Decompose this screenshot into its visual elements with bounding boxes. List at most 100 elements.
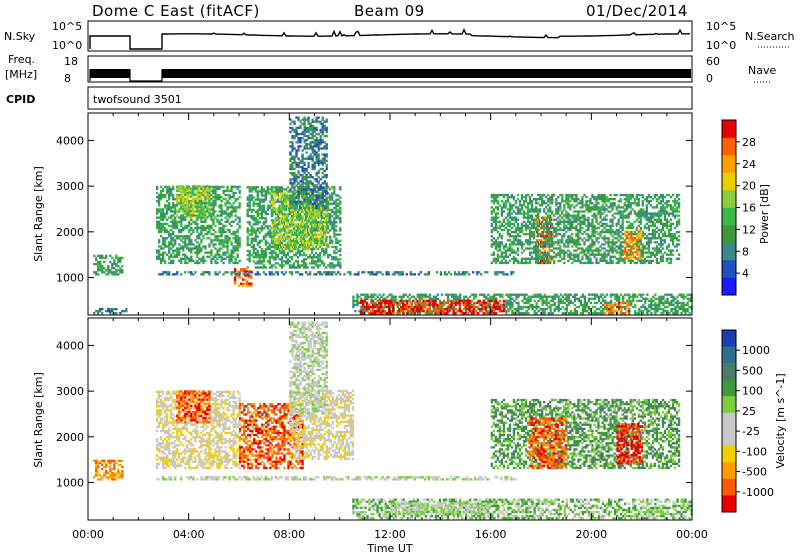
data-cell bbox=[315, 174, 318, 177]
data-cell bbox=[297, 202, 301, 206]
data-cell bbox=[172, 198, 175, 201]
data-cell bbox=[616, 297, 619, 300]
data-cell bbox=[321, 163, 324, 167]
data-cell bbox=[289, 122, 292, 125]
data-cell bbox=[512, 224, 516, 228]
data-cell bbox=[292, 266, 296, 269]
data-cell bbox=[276, 190, 280, 193]
data-cell bbox=[280, 264, 284, 267]
data-cell bbox=[311, 192, 314, 195]
data-cell bbox=[400, 305, 403, 309]
data-cell bbox=[277, 208, 281, 212]
data-cell bbox=[250, 282, 253, 285]
data-cell bbox=[559, 307, 562, 311]
data-cell bbox=[184, 245, 187, 248]
data-cell bbox=[295, 132, 298, 136]
data-cell bbox=[159, 212, 163, 215]
data-cell bbox=[157, 202, 161, 205]
data-cell bbox=[200, 216, 203, 219]
data-cell bbox=[575, 312, 579, 315]
data-cell bbox=[508, 210, 512, 213]
data-cell bbox=[204, 247, 207, 250]
data-cell bbox=[299, 215, 303, 218]
data-cell bbox=[99, 264, 102, 268]
data-cell bbox=[184, 237, 187, 240]
data-cell bbox=[678, 307, 681, 311]
data-cell bbox=[313, 149, 316, 152]
data-cell bbox=[520, 195, 524, 199]
data-cell bbox=[310, 256, 314, 259]
data-cell bbox=[279, 223, 283, 226]
data-cell bbox=[301, 174, 304, 177]
data-cell bbox=[170, 235, 173, 238]
data-cell bbox=[256, 241, 259, 245]
data-cell bbox=[359, 309, 363, 313]
data-cell bbox=[115, 273, 118, 276]
data-cell bbox=[258, 256, 261, 259]
data-cell bbox=[113, 271, 116, 274]
data-cell bbox=[276, 227, 280, 230]
data-cell bbox=[518, 241, 522, 244]
data-cell bbox=[567, 293, 570, 296]
data-cell bbox=[285, 217, 289, 220]
data-cell bbox=[508, 232, 512, 236]
data-cell bbox=[301, 190, 304, 193]
data-cell bbox=[212, 204, 215, 207]
data-cell bbox=[174, 226, 177, 230]
data-cell bbox=[107, 273, 110, 276]
data-cell bbox=[335, 202, 338, 205]
data-cell bbox=[214, 191, 217, 195]
data-cell bbox=[494, 307, 497, 311]
data-cell bbox=[335, 198, 338, 201]
data-cell bbox=[662, 309, 665, 313]
data-cell bbox=[492, 257, 495, 260]
data-cell bbox=[496, 200, 500, 203]
data-cell bbox=[155, 212, 159, 215]
data-cell bbox=[297, 165, 300, 169]
data-cell bbox=[299, 223, 303, 226]
data-cell bbox=[270, 235, 274, 238]
data-cell bbox=[630, 299, 633, 303]
data-cell bbox=[270, 273, 274, 276]
data-cell bbox=[339, 219, 342, 222]
data-cell bbox=[182, 216, 185, 219]
data-cell bbox=[404, 293, 407, 296]
data-cell bbox=[325, 159, 328, 162]
data-cell bbox=[212, 206, 215, 209]
data-cell bbox=[202, 245, 205, 248]
data-cell bbox=[490, 195, 493, 199]
data-cell bbox=[157, 220, 161, 223]
data-cell bbox=[367, 307, 371, 311]
data-cell bbox=[450, 295, 454, 298]
data-cell bbox=[295, 206, 298, 210]
data-cell bbox=[320, 221, 323, 224]
data-cell bbox=[339, 200, 342, 203]
data-cell bbox=[200, 197, 203, 200]
data-cell bbox=[545, 303, 548, 307]
data-cell bbox=[286, 260, 290, 263]
data-cell bbox=[304, 216, 308, 220]
data-cell bbox=[293, 239, 297, 243]
data-cell bbox=[512, 230, 516, 234]
data-cell bbox=[494, 214, 497, 217]
data-cell bbox=[170, 208, 173, 211]
data-cell bbox=[316, 225, 319, 228]
data-cell bbox=[369, 312, 373, 315]
data-cell bbox=[327, 273, 330, 276]
freq-strip: Freq. [MHz] 18 8 60 0 Nave bbox=[5, 53, 776, 85]
data-cell bbox=[311, 159, 314, 162]
data-cell bbox=[549, 309, 552, 313]
data-cell bbox=[476, 305, 479, 309]
data-cell bbox=[456, 309, 459, 313]
data-cell bbox=[660, 312, 663, 315]
data-cell bbox=[686, 309, 689, 313]
data-cell bbox=[335, 212, 338, 216]
data-cell bbox=[321, 200, 324, 204]
data-cell bbox=[654, 301, 657, 305]
data-cell bbox=[182, 245, 185, 248]
data-cell bbox=[294, 271, 298, 274]
data-cell bbox=[291, 161, 294, 165]
data-cell bbox=[587, 305, 591, 309]
data-cell bbox=[296, 249, 300, 253]
data-cell bbox=[326, 245, 329, 249]
